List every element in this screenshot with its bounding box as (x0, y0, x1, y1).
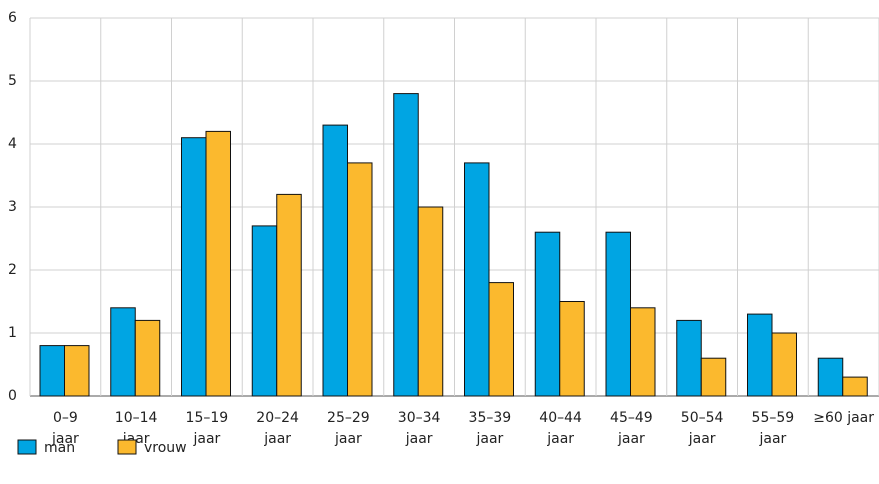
y-tick-label: 6 (8, 10, 17, 26)
bar (110, 307, 136, 397)
x-tick-label: jaar (263, 431, 291, 447)
bar (605, 231, 631, 397)
bar (842, 376, 868, 397)
legend-swatch (117, 439, 137, 455)
y-tick-label: 5 (8, 73, 17, 89)
bar (205, 130, 231, 397)
x-tick-label: 0–9 (53, 410, 78, 426)
x-tick-label: 40–44 (539, 410, 582, 426)
bar (347, 162, 373, 397)
x-tick-label: jaar (192, 431, 220, 447)
bar (630, 307, 656, 397)
bar (322, 124, 348, 397)
y-tick-label: 1 (8, 325, 17, 341)
bar (417, 206, 444, 397)
legend-swatch (17, 439, 37, 455)
x-tick-label: jaar (51, 431, 79, 447)
bar (771, 332, 797, 397)
x-tick-label: 15–19 (186, 410, 229, 426)
bar (817, 357, 844, 397)
bar (464, 162, 490, 397)
x-tick-label: jaar (546, 431, 574, 447)
legend-label: vrouw (144, 440, 187, 456)
x-tick-label: 30–34 (398, 410, 441, 426)
x-tick-label: jaar (334, 431, 362, 447)
y-tick-label: 4 (8, 136, 17, 152)
bar (534, 231, 561, 397)
x-tick-label: ≥60 jaar (813, 410, 874, 426)
x-tick-label: 45–49 (610, 410, 653, 426)
bar (276, 193, 302, 397)
x-tick-label: jaar (475, 431, 503, 447)
bar (39, 345, 65, 397)
legend-label: man (44, 440, 75, 456)
bar (488, 282, 514, 397)
bar (64, 345, 90, 397)
bar (559, 301, 585, 397)
x-tick-label: jaar (688, 431, 716, 447)
x-tick-label: 55–59 (752, 410, 795, 426)
y-tick-label: 3 (8, 199, 17, 215)
y-tick-label: 2 (8, 262, 17, 278)
x-tick-label: 10–14 (115, 410, 158, 426)
bar (676, 319, 702, 397)
x-tick-label: jaar (617, 431, 645, 447)
x-tick-label: 50–54 (681, 410, 724, 426)
bar (181, 137, 207, 397)
bar (134, 319, 161, 397)
bar (251, 225, 278, 397)
y-tick-label: 0 (8, 388, 17, 404)
x-tick-label: jaar (405, 431, 433, 447)
bar (747, 313, 773, 397)
bar (700, 357, 727, 397)
x-tick-label: 35–39 (469, 410, 512, 426)
bar (393, 93, 419, 397)
x-tick-label: 25–29 (327, 410, 370, 426)
x-tick-label: 20–24 (256, 410, 299, 426)
x-tick-label: jaar (758, 431, 786, 447)
